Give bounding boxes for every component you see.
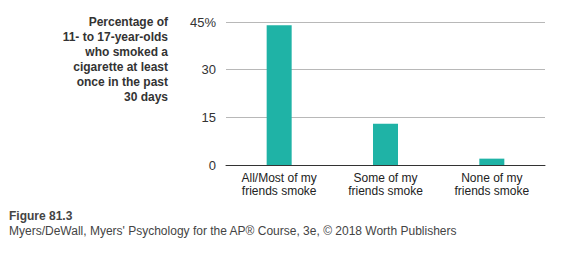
svg-text:All/Most of my: All/Most of my — [241, 171, 316, 185]
svg-text:Percentage of: Percentage of — [89, 15, 169, 29]
svg-text:friends smoke: friends smoke — [242, 184, 317, 198]
svg-text:Myers/DeWall, Myers' Psycholog: Myers/DeWall, Myers' Psychology for the … — [9, 224, 456, 238]
svg-text:11- to 17-year-olds: 11- to 17-year-olds — [63, 30, 169, 44]
svg-text:0: 0 — [209, 158, 216, 173]
svg-text:30: 30 — [202, 62, 216, 77]
svg-text:who smoked a: who smoked a — [84, 45, 168, 59]
svg-text:once in the past: once in the past — [77, 75, 168, 89]
svg-text:Some of my: Some of my — [353, 171, 417, 185]
svg-text:cigarette at least: cigarette at least — [73, 60, 168, 74]
svg-text:friends smoke: friends smoke — [454, 184, 529, 198]
svg-text:45%: 45% — [190, 15, 216, 30]
svg-text:friends smoke: friends smoke — [348, 184, 423, 198]
svg-text:Figure 81.3: Figure 81.3 — [9, 209, 73, 223]
svg-text:30 days: 30 days — [124, 90, 168, 104]
svg-text:None of my: None of my — [461, 171, 522, 185]
svg-text:15: 15 — [202, 110, 216, 125]
